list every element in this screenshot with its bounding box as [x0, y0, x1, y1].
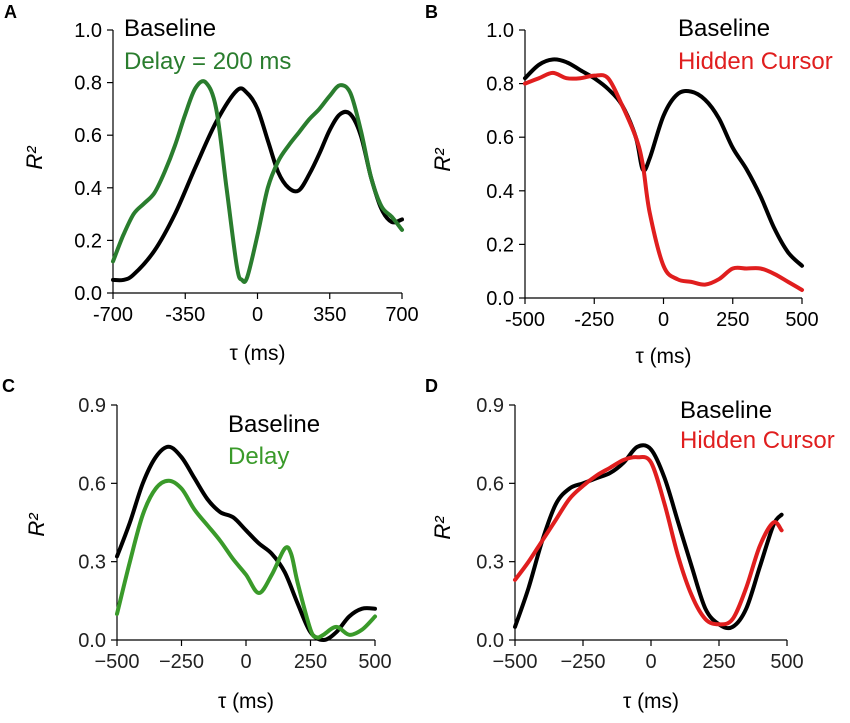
y-axis-label: R²: [22, 146, 47, 170]
y-tick-label: 0.6: [486, 127, 514, 149]
x-tick-label: 250: [716, 309, 749, 331]
y-tick-label: 1.0: [74, 20, 102, 42]
y-tick-label: 0.9: [78, 395, 106, 417]
panel-b: B 0.0 0.2 0.4 0.6 0.8 1.0 -500 -250 0 250 500 τ (ms)…: [425, 2, 833, 368]
x-axis-label: τ (ms): [218, 690, 274, 713]
series-line-hidden-cursor: [513, 455, 784, 627]
legend-entry: Baseline: [228, 411, 320, 438]
y-tick-label: 0.0: [476, 630, 504, 652]
x-tick-label: −500: [94, 651, 139, 673]
y-tick-label: 0.6: [78, 473, 106, 495]
legend-entry: Baseline: [124, 15, 216, 42]
panel-letter: A: [4, 2, 17, 22]
y-tick-label: 0.8: [486, 74, 514, 96]
legend-entry: Delay = 200 ms: [124, 48, 291, 75]
y-tick-label: 0.0: [78, 630, 106, 652]
x-tick-label: -700: [93, 304, 133, 326]
series-line-delay-200-ms: [111, 79, 404, 284]
x-tick-label: 350: [313, 304, 346, 326]
y-tick-label: 0.0: [486, 288, 514, 310]
y-axis-label: R²: [430, 516, 455, 540]
x-tick-label: 500: [770, 651, 803, 673]
y-axis-label: R²: [430, 148, 455, 172]
x-axis-label: τ (ms): [229, 342, 285, 365]
y-tick-label: 0.8: [74, 73, 102, 95]
legend-entry: Hidden Cursor: [680, 427, 835, 454]
x-axis-label: τ (ms): [635, 345, 691, 368]
x-tick-label: -500: [505, 309, 545, 331]
y-tick-label: 0.4: [74, 178, 102, 200]
panel-letter: D: [425, 376, 438, 396]
x-tick-label: −500: [492, 651, 537, 673]
panel-a: A 0.0 0.2 0.4 0.6 0.8 1.0 -700 -350 0 350 700 τ (ms)…: [4, 2, 419, 365]
series-line-baseline: [523, 57, 804, 268]
x-tick-label: -350: [165, 304, 205, 326]
x-tick-label: 700: [385, 304, 418, 326]
series-line-baseline: [115, 444, 377, 642]
panel-d: D 0.0 0.3 0.6 0.9 −500 −250 0 250 500 τ (ms) R² Base…: [425, 376, 835, 713]
panel-letter: C: [2, 376, 15, 396]
legend-entry: Hidden Cursor: [678, 48, 833, 75]
y-tick-label: 0.4: [486, 181, 514, 203]
x-tick-label: 0: [658, 309, 669, 331]
x-tick-label: 250: [702, 651, 735, 673]
y-tick-label: 0.3: [476, 552, 504, 574]
panel-c: C 0.0 0.3 0.6 0.9 −500 −250 0 250 500 τ (ms) R² Base…: [2, 376, 392, 713]
y-tick-label: 0.2: [74, 230, 102, 252]
panel-letter: B: [425, 2, 438, 22]
series-line-hidden-cursor: [523, 70, 804, 292]
legend-entry: Baseline: [678, 15, 770, 42]
y-tick-label: 0.2: [486, 234, 514, 256]
x-tick-label: 500: [358, 651, 391, 673]
x-tick-label: 500: [785, 309, 818, 331]
legend-entry: Baseline: [680, 397, 772, 424]
x-tick-label: 0: [252, 304, 263, 326]
y-tick-label: 0.6: [476, 473, 504, 495]
series-line-delay: [115, 478, 377, 640]
x-axis-label: τ (ms): [623, 690, 679, 713]
x-tick-label: 0: [645, 651, 656, 673]
y-tick-label: 1.0: [486, 20, 514, 42]
x-tick-label: 0: [240, 651, 251, 673]
y-axis-label: R²: [24, 513, 49, 537]
x-tick-label: -250: [574, 309, 614, 331]
x-tick-label: 250: [294, 651, 327, 673]
x-tick-label: −250: [159, 651, 204, 673]
y-tick-label: 0.3: [78, 552, 106, 574]
x-tick-label: −250: [560, 651, 605, 673]
y-tick-label: 0.6: [74, 125, 102, 147]
y-tick-label: 0.9: [476, 395, 504, 417]
y-tick-label: 0.0: [74, 283, 102, 305]
legend-entry: Delay: [228, 443, 289, 470]
series-line-baseline: [513, 443, 784, 631]
